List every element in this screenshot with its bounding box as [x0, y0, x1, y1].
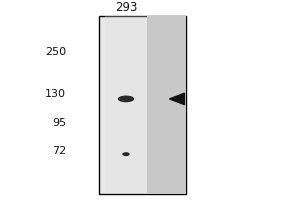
- Bar: [99, 16, 186, 194]
- Ellipse shape: [118, 96, 134, 102]
- Text: 250: 250: [45, 47, 66, 57]
- Bar: [147, 16, 186, 194]
- Text: 293: 293: [115, 1, 137, 14]
- Text: 130: 130: [45, 89, 66, 99]
- Ellipse shape: [122, 152, 130, 156]
- Polygon shape: [169, 93, 184, 105]
- Text: 72: 72: [52, 146, 66, 156]
- Text: 95: 95: [52, 118, 66, 128]
